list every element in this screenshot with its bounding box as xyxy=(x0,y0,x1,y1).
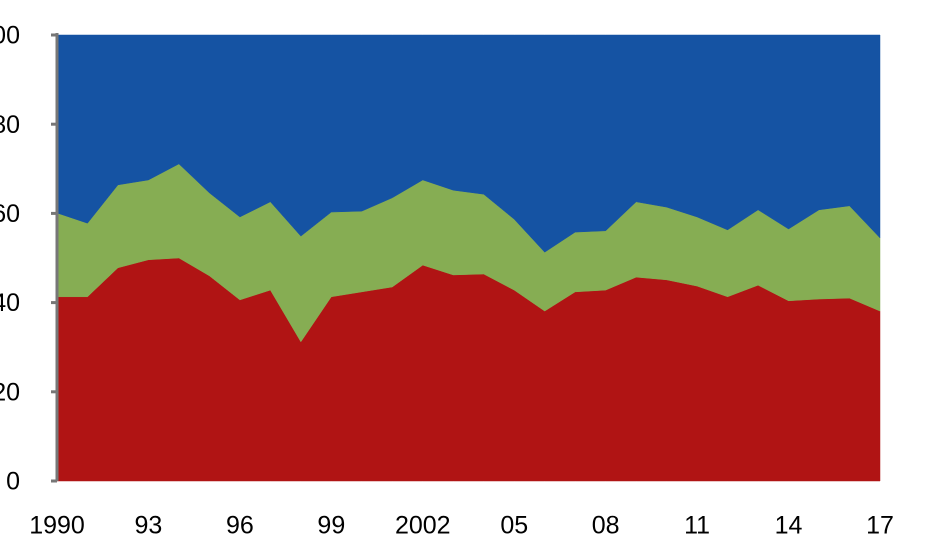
y-tick-label: 0 xyxy=(6,468,20,496)
area xyxy=(56,257,881,482)
x-tick-label: 14 xyxy=(775,512,803,540)
x-tick-label: 1990 xyxy=(29,512,85,540)
y-tick-label: 80 xyxy=(0,111,20,139)
y-tick-label: 60 xyxy=(0,200,20,228)
x-tick-label: 05 xyxy=(500,512,528,540)
x-tick-label: 11 xyxy=(684,512,710,540)
area xyxy=(56,34,881,253)
x-tick-label: 93 xyxy=(135,512,163,540)
y-tick-label: 100 xyxy=(0,22,20,50)
x-tick-label: 2002 xyxy=(395,512,451,540)
x-tick-label: 08 xyxy=(592,512,620,540)
y-tick-label: 40 xyxy=(0,289,20,317)
y-tick-label: 20 xyxy=(0,378,20,406)
x-tick-label: 17 xyxy=(866,512,894,540)
x-tick-label: 96 xyxy=(226,512,254,540)
x-tick-label: 99 xyxy=(317,512,345,540)
